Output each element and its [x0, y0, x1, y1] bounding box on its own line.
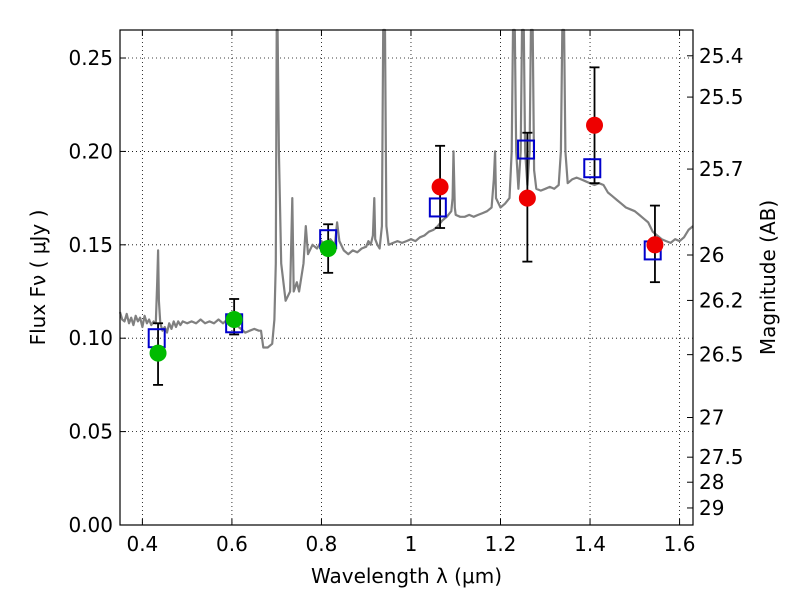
model-photometry-square: [583, 158, 602, 179]
observed-red-point: [518, 189, 536, 207]
mag-tick-label: 26: [699, 243, 724, 267]
ticks: [120, 30, 693, 526]
mag-tick-label: 26.2: [699, 288, 744, 312]
x-tick-label: 0.4: [126, 532, 158, 556]
spectrum-layer: [118, 28, 694, 349]
observed-points-layer: [149, 116, 664, 362]
y-tick-label: 0.20: [68, 139, 113, 163]
x-axis-label: Wavelength λ (μm): [311, 564, 502, 588]
x-tick-label: 0.6: [216, 532, 248, 556]
y-axis-right-label: Magnitude (AB): [756, 200, 780, 355]
plot-frame: [119, 29, 694, 526]
mag-tick-label: 26.5: [699, 343, 744, 367]
model-photometry-layer: [147, 139, 662, 349]
grid: [120, 30, 693, 526]
observed-red-point: [586, 116, 604, 134]
mag-tick-label: 29: [699, 496, 724, 520]
y-tick-label: 0.05: [68, 420, 113, 444]
observed-red-point: [431, 178, 449, 196]
observed-green-point: [149, 344, 167, 362]
observed-green-point: [225, 311, 243, 329]
y-tick-label: 0.00: [68, 513, 113, 537]
mag-tick-label: 25.4: [699, 44, 744, 68]
observed-red-point: [646, 236, 664, 254]
spectrum-line: [118, 28, 694, 349]
x-tick-label: 1.4: [574, 532, 606, 556]
y-axis-label: Flux Fν ( μJy ): [26, 210, 50, 346]
y-tick-label: 0.25: [68, 46, 113, 70]
errorbar-layer: [153, 66, 660, 386]
model-photometry-square: [428, 197, 447, 218]
x-tick-label: 1: [405, 532, 418, 556]
tick-labels: 0.4 0.6 0.8 1 1.2 1.4 1.6 0.00 0.05 0.10 0.15 0.20 0…: [68, 44, 743, 556]
mag-tick-label: 27: [699, 406, 724, 430]
x-tick-label: 0.8: [306, 532, 338, 556]
model-photometry-square: [517, 139, 536, 160]
y-tick-label: 0.15: [68, 233, 113, 257]
observed-green-point: [319, 240, 337, 258]
x-tick-label: 1.6: [664, 532, 696, 556]
mag-tick-label: 28: [699, 470, 724, 494]
mag-tick-label: 25.5: [699, 85, 744, 109]
y-tick-label: 0.10: [68, 326, 113, 350]
mag-tick-label: 27.5: [699, 445, 744, 469]
x-tick-label: 1.2: [485, 532, 517, 556]
mag-tick-label: 25.7: [699, 157, 744, 181]
